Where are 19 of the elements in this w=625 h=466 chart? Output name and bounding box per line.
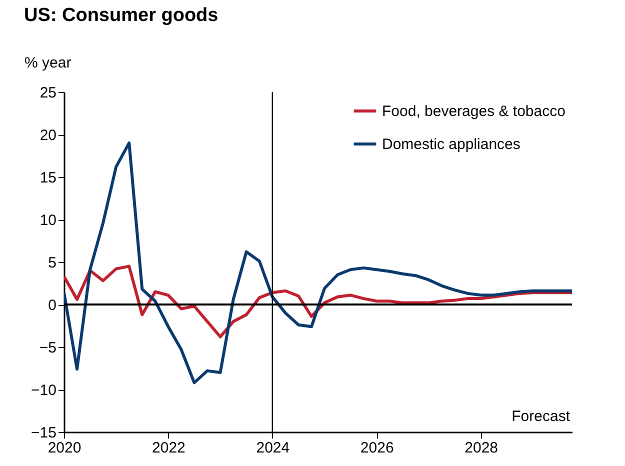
legend-label: Food, beverages & tobacco — [382, 103, 566, 120]
x-tick-label: 2028 — [464, 440, 498, 456]
y-tick-label: −5 — [39, 340, 56, 356]
x-tick-label: 2022 — [152, 440, 186, 456]
chart-title: US: Consumer goods — [24, 5, 218, 26]
y-tick-label: 25 — [40, 84, 56, 102]
y-tick-label: 20 — [40, 127, 56, 144]
x-tick-label: 2024 — [256, 440, 290, 456]
annotation: Forecast — [512, 408, 571, 425]
legend-label: Domestic appliances — [382, 136, 520, 153]
y-tick-label: 0 — [48, 297, 56, 314]
y-tick-label: 10 — [40, 212, 56, 229]
y-tick-label: −10 — [31, 382, 56, 399]
x-tick-label: 2020 — [48, 440, 82, 456]
y-axis-title: % year — [24, 54, 72, 72]
y-tick-label: 15 — [40, 170, 56, 186]
x-tick-label: 2026 — [360, 440, 394, 456]
y-tick-label: −15 — [31, 424, 56, 442]
y-tick-label: 5 — [48, 254, 56, 272]
